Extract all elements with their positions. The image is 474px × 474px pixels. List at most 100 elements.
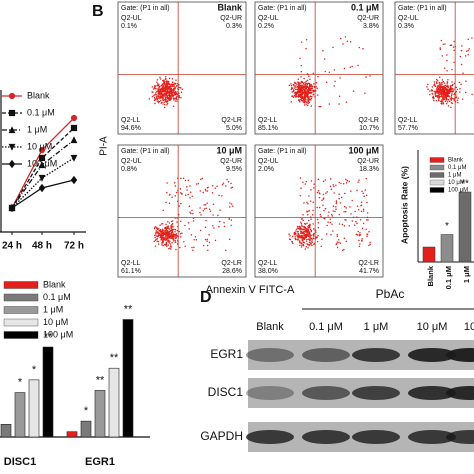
event-dot bbox=[297, 95, 299, 97]
event-dot bbox=[165, 238, 168, 241]
event-dot bbox=[206, 240, 208, 242]
event-dot bbox=[426, 86, 428, 88]
blot-band bbox=[408, 348, 456, 362]
event-dot bbox=[173, 99, 175, 101]
event-dot bbox=[178, 230, 181, 233]
event-dot bbox=[191, 246, 193, 249]
event-dot bbox=[159, 76, 161, 78]
event-dot bbox=[320, 215, 322, 218]
event-dot bbox=[193, 246, 195, 249]
event-dot bbox=[203, 208, 206, 210]
event-dot bbox=[175, 191, 178, 194]
blot-band bbox=[246, 348, 294, 362]
event-dot bbox=[212, 214, 214, 216]
event-dot bbox=[310, 243, 313, 245]
event-dot bbox=[338, 241, 340, 244]
event-dot bbox=[301, 84, 303, 87]
event-dot bbox=[221, 183, 224, 186]
event-dot bbox=[310, 105, 313, 107]
event-dot bbox=[324, 70, 327, 73]
event-dot bbox=[453, 40, 455, 43]
event-dot bbox=[459, 55, 462, 58]
event-dot bbox=[303, 84, 305, 86]
event-dot bbox=[451, 81, 453, 83]
event-dot bbox=[166, 227, 169, 230]
event-dot bbox=[441, 83, 443, 86]
event-dot bbox=[441, 87, 443, 89]
event-dot bbox=[309, 228, 312, 231]
event-dot bbox=[170, 95, 172, 98]
event-dot bbox=[158, 88, 161, 90]
event-dot bbox=[308, 88, 310, 90]
event-dot bbox=[453, 61, 455, 64]
event-dot bbox=[164, 232, 166, 235]
event-dot bbox=[448, 100, 451, 103]
event-dot bbox=[293, 233, 295, 235]
event-dot bbox=[172, 95, 174, 98]
event-dot bbox=[336, 235, 338, 238]
event-dot bbox=[171, 83, 174, 86]
legend-marker bbox=[8, 92, 16, 100]
event-dot bbox=[297, 230, 299, 233]
event-dot bbox=[168, 98, 170, 100]
event-dot bbox=[328, 211, 330, 213]
event-dot bbox=[206, 186, 209, 189]
event-dot bbox=[164, 90, 167, 92]
event-dot bbox=[447, 79, 449, 81]
lane-label: 10 bbox=[464, 321, 474, 333]
event-dot bbox=[158, 86, 160, 89]
legend-label: Blank bbox=[43, 279, 66, 289]
event-dot bbox=[323, 209, 325, 212]
row-label: EGR1 bbox=[210, 347, 243, 361]
quadrant-name: Q2-UR bbox=[220, 158, 242, 165]
row-label: GAPDH bbox=[200, 429, 243, 443]
event-dot bbox=[170, 92, 173, 94]
point bbox=[70, 154, 78, 162]
event-dot bbox=[189, 185, 191, 187]
event-dot bbox=[178, 95, 181, 97]
event-dot bbox=[308, 101, 310, 104]
event-dot bbox=[365, 177, 368, 180]
event-dot bbox=[312, 201, 315, 203]
lane-label: 1 μM bbox=[364, 321, 389, 333]
event-dot bbox=[172, 237, 175, 240]
event-dot bbox=[336, 233, 339, 236]
event-dot bbox=[332, 210, 334, 212]
event-dot bbox=[299, 235, 301, 237]
event-dot bbox=[305, 234, 307, 236]
event-dot bbox=[295, 86, 297, 89]
event-dot bbox=[359, 231, 361, 234]
event-dot bbox=[166, 191, 168, 194]
event-dot bbox=[163, 95, 165, 97]
event-dot bbox=[189, 197, 191, 199]
event-dot bbox=[164, 78, 167, 81]
event-dot bbox=[288, 238, 291, 240]
event-dot bbox=[338, 213, 341, 216]
event-dot bbox=[310, 95, 312, 98]
event-dot bbox=[209, 210, 212, 213]
event-dot bbox=[302, 101, 305, 103]
event-dot bbox=[310, 97, 313, 100]
event-dot bbox=[304, 83, 307, 86]
event-dot bbox=[364, 189, 366, 191]
event-dot bbox=[363, 195, 365, 197]
event-dot bbox=[317, 226, 320, 229]
event-dot bbox=[300, 187, 302, 189]
event-dot bbox=[194, 235, 197, 238]
event-dot bbox=[459, 91, 461, 93]
event-dot bbox=[167, 88, 169, 91]
event-dot bbox=[158, 85, 161, 88]
event-dot bbox=[290, 88, 293, 91]
event-dot bbox=[164, 103, 166, 106]
x-tick-label: EGR1 bbox=[85, 456, 115, 468]
event-dot bbox=[456, 99, 459, 101]
event-dot bbox=[307, 246, 309, 249]
event-dot bbox=[446, 81, 449, 84]
x-tick-label: 48 h bbox=[32, 241, 52, 252]
event-dot bbox=[167, 239, 169, 241]
event-dot bbox=[446, 91, 448, 94]
event-dot bbox=[338, 103, 340, 105]
event-dot bbox=[307, 226, 309, 228]
event-dot bbox=[158, 100, 161, 103]
flow-plot: Gate: (P1 in all) Blank Q2-UL0.1% Q2-UR0.3%… bbox=[117, 1, 247, 135]
